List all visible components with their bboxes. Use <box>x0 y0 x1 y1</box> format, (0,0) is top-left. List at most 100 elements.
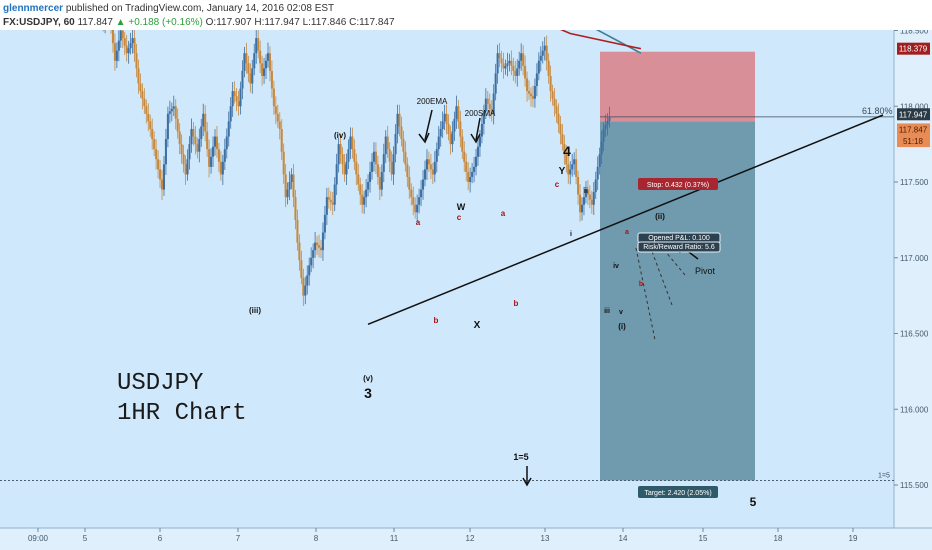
candle-body <box>337 144 340 165</box>
candle-body <box>459 121 462 137</box>
candle-body <box>357 174 360 185</box>
candle-body <box>317 245 321 248</box>
candle-body <box>573 159 576 165</box>
candle-body <box>431 169 434 175</box>
candle-body <box>316 242 319 246</box>
wave-label: ii <box>584 188 588 195</box>
candle-body <box>314 242 317 251</box>
wave-label: v <box>619 309 623 316</box>
candle-body <box>549 75 552 92</box>
candle-body <box>500 58 503 64</box>
wave-label: X <box>474 320 481 331</box>
x-tick-label: 6 <box>158 534 163 543</box>
candle-body <box>380 171 383 190</box>
trendline[interactable] <box>367 114 884 326</box>
candle-body <box>202 113 205 127</box>
candle-body <box>137 68 140 84</box>
candle-body <box>543 45 546 51</box>
candle-body <box>310 257 313 266</box>
candle-body <box>390 161 393 175</box>
candle-body <box>278 121 281 129</box>
candle-body <box>522 53 525 66</box>
candle-body <box>429 164 432 170</box>
candle-body <box>418 197 421 205</box>
candle-body <box>231 91 234 107</box>
candle-body <box>131 38 134 44</box>
ema-price-tag-box <box>897 42 930 55</box>
candle-body <box>488 103 491 109</box>
ema-arrow[interactable] <box>424 109 433 141</box>
candle-body <box>296 219 299 243</box>
candle-body <box>367 182 370 190</box>
x-tick-label: 14 <box>619 534 628 543</box>
candle-body <box>600 141 603 155</box>
candle-body <box>545 45 548 61</box>
x-tick-label: 09:00 <box>28 534 49 543</box>
risk-reward-label-box <box>637 241 721 253</box>
candle-body <box>402 139 405 152</box>
candle-body <box>170 108 173 112</box>
stop-zone[interactable] <box>600 51 755 122</box>
candle-body <box>551 91 554 99</box>
wave-label: (iii) <box>249 306 261 315</box>
candle-body <box>184 164 187 175</box>
candle-body <box>355 161 358 175</box>
candle-body <box>111 30 114 44</box>
candle-body <box>559 123 562 135</box>
open-pnl-label: Opened P&L: 0.100 <box>648 235 710 242</box>
target-zone[interactable] <box>600 121 755 481</box>
x-tick-label: 11 <box>390 534 399 543</box>
candle-body <box>178 131 181 145</box>
candle-body <box>602 128 605 142</box>
y-tick-label: 116.000 <box>900 405 929 414</box>
candle-body <box>457 106 460 122</box>
sma-arrow[interactable] <box>475 117 481 141</box>
candle-body <box>412 197 415 205</box>
symbol-label[interactable]: FX:USDJPY, 60 <box>3 17 75 28</box>
y-tick-label: 118.000 <box>900 102 929 111</box>
candle-body <box>416 204 419 213</box>
candle-body <box>394 134 397 155</box>
candle-body <box>343 164 346 175</box>
ema-200-line[interactable] <box>5 30 642 50</box>
wave-label: iv <box>613 263 619 270</box>
candle-body <box>400 126 403 140</box>
candle-body <box>123 38 126 46</box>
wave-label: W <box>457 202 466 212</box>
candle-body <box>516 68 519 76</box>
candle-body <box>229 106 232 122</box>
candle-body <box>280 128 283 152</box>
projection-arrow[interactable] <box>649 245 673 306</box>
wave-label: c <box>555 180 560 189</box>
up-arrow-icon: ▲ <box>115 17 126 28</box>
candle-body <box>157 159 160 170</box>
candle-body <box>323 214 326 233</box>
candle-body <box>526 78 529 92</box>
candle-body <box>496 53 499 74</box>
candle-body <box>567 164 570 175</box>
candle-body <box>259 50 262 64</box>
candle-body <box>555 106 558 114</box>
candle-body <box>247 63 250 74</box>
candle-body <box>498 53 501 59</box>
candle-body <box>149 121 152 129</box>
candle-body <box>351 136 354 150</box>
candle-body <box>276 113 279 122</box>
author-link[interactable]: glennmercer <box>3 3 64 14</box>
candle-body <box>239 88 242 107</box>
time-axis <box>0 528 932 550</box>
candle-body <box>586 189 589 195</box>
candle-body <box>127 48 130 54</box>
candle-body <box>288 182 291 190</box>
target-label: Target: 2.420 (2.05%) <box>644 490 711 497</box>
low-value: L:117.846 <box>302 17 347 28</box>
projection-arrow[interactable] <box>635 247 656 341</box>
candle-body <box>263 68 266 76</box>
stop-label: Stop: 0.432 (0.37%) <box>647 182 709 189</box>
price-chart[interactable]: 119.500119.000118.500118.000117.500117.0… <box>0 30 932 550</box>
wave-label: Y <box>559 166 566 177</box>
candle-body <box>164 139 167 165</box>
candle-body <box>590 199 593 205</box>
x-tick-label: 12 <box>466 534 475 543</box>
wave-label: (ii) <box>655 212 665 221</box>
